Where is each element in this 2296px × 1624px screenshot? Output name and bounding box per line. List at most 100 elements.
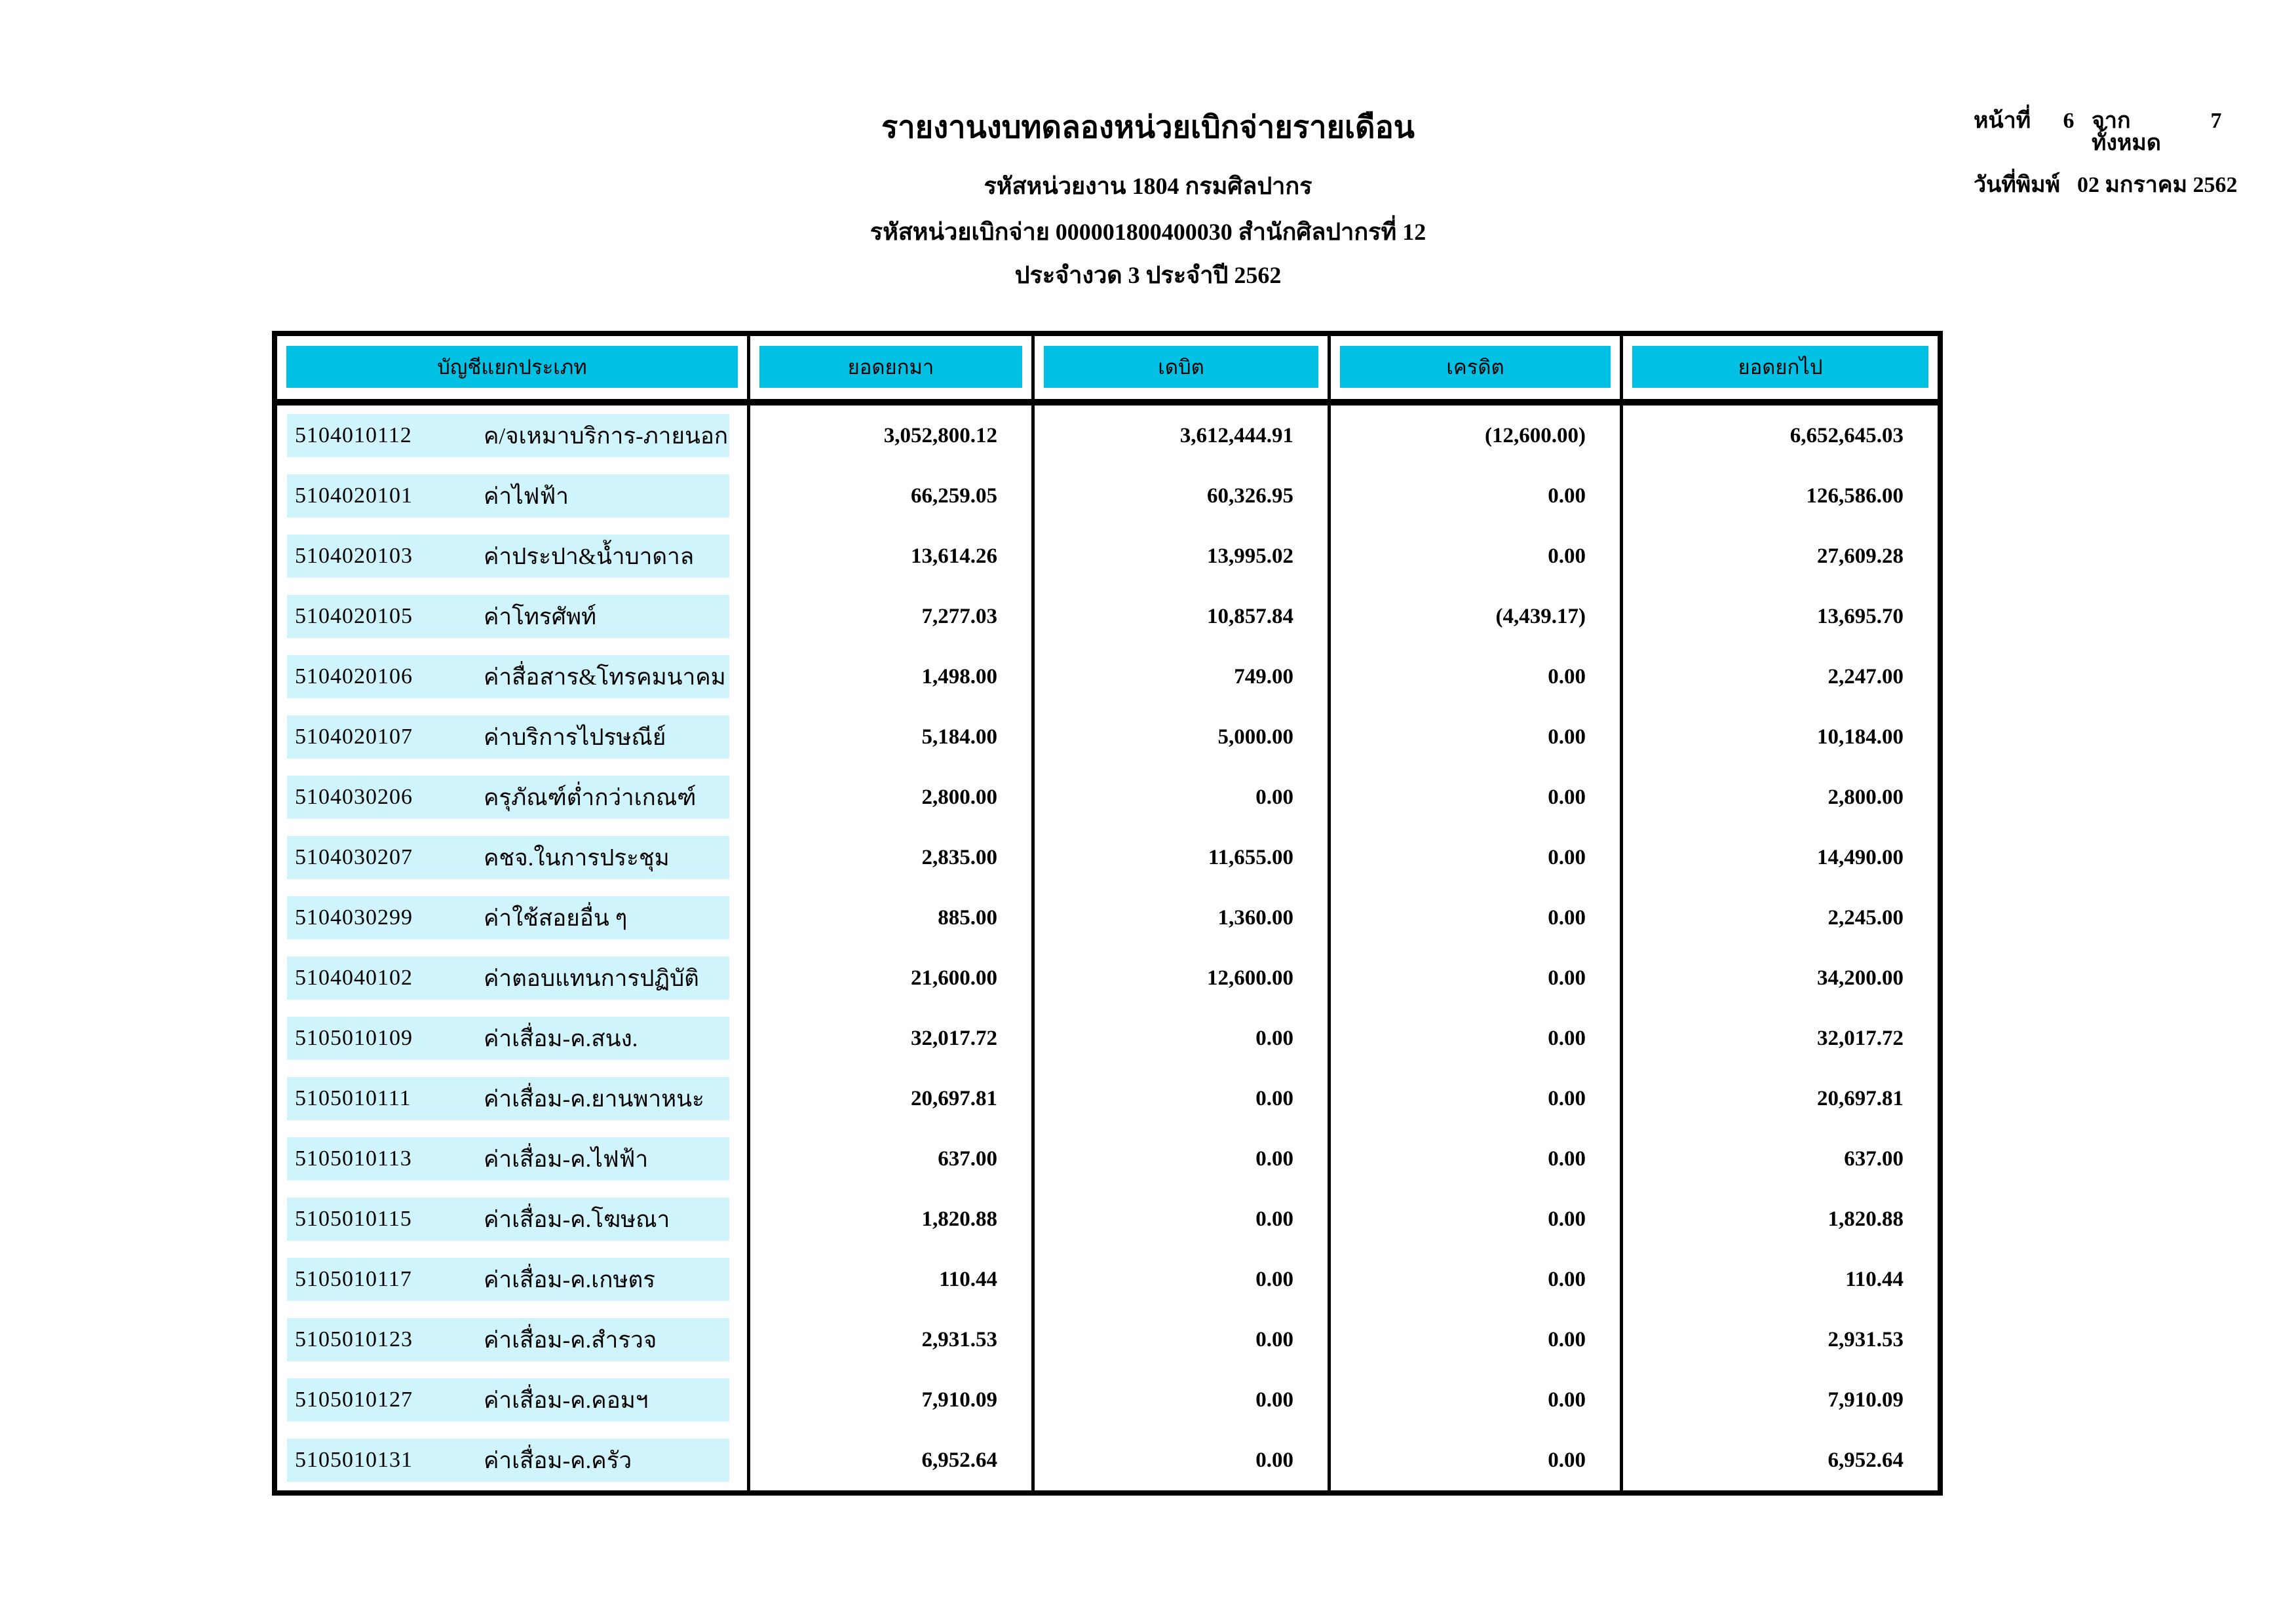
brought-forward-amount: 1,498.00 [747,647,1031,707]
carried-forward-amount: 34,200.00 [1620,948,1938,1008]
header-cell-debit: เดบิต [1031,336,1328,399]
carried-forward-amount: 32,017.72 [1620,1008,1938,1068]
table-row: 5105010117 ค่าเสื่อม-ค.เกษตร 110.44 0.00… [277,1249,1938,1310]
account-code: 5105010113 [295,1146,412,1171]
trial-balance-table: บัญชีแยกประเภท ยอดยกมา เดบิต เครดิต ยอดย… [272,331,1943,1496]
period-line: ประจำงวด 3 ประจำปี 2562 [1014,262,1282,288]
credit-amount: 0.00 [1328,1189,1620,1249]
table-row: 5105010127 ค่าเสื่อม-ค.คอมฯ 7,910.09 0.0… [277,1370,1938,1430]
credit-amount: 0.00 [1328,707,1620,767]
account-cell: 5104030299 ค่าใช้สอยอื่น ๆ [277,888,747,948]
brought-forward-amount: 7,277.03 [747,586,1031,647]
table-row: 5104030299 ค่าใช้สอยอื่น ๆ 885.00 1,360.… [277,888,1938,948]
carried-forward-amount: 2,931.53 [1620,1310,1938,1370]
account-cell: 5104020101 ค่าไฟฟ้า [277,466,747,526]
table-row: 5104010112 ค/จเหมาบริการ-ภายนอก 3,052,80… [277,406,1938,466]
debit-amount: 0.00 [1031,1189,1328,1249]
brought-forward-amount: 2,800.00 [747,767,1031,827]
table-row: 5104020103 ค่าประปา&น้ำบาดาล 13,614.26 1… [277,526,1938,586]
account-cell: 5104020103 ค่าประปา&น้ำบาดาล [277,526,747,586]
account-name: ค่าโทรศัพท์ [484,603,597,630]
account-cell: 5104030206 ครุภัณฑ์ต่ำกว่าเกณฑ์ [277,767,747,827]
account-highlight-bar: 5104020106 ค่าสื่อสาร&โทรคมนาคม [287,655,729,698]
account-highlight-bar: 5104010112 ค/จเหมาบริการ-ภายนอก [287,414,729,457]
carried-forward-amount: 13,695.70 [1620,586,1938,647]
table-row: 5104030206 ครุภัณฑ์ต่ำกว่าเกณฑ์ 2,800.00… [277,767,1938,827]
brought-forward-amount: 6,952.64 [747,1430,1031,1490]
brought-forward-amount: 13,614.26 [747,526,1031,586]
account-code: 5104030207 [295,845,413,869]
credit-amount: 0.00 [1328,1068,1620,1129]
table-row: 5105010109 ค่าเสื่อม-ค.สนง. 32,017.72 0.… [277,1008,1938,1068]
account-cell: 5104030207 คชจ.ในการประชุม [277,827,747,888]
account-name: ค่าเสื่อม-ค.สำรวจ [484,1327,657,1353]
account-code: 5104020101 [295,483,413,508]
credit-amount: 0.00 [1328,1008,1620,1068]
brought-forward-amount: 32,017.72 [747,1008,1031,1068]
table-row: 5104020105 ค่าโทรศัพท์ 7,277.03 10,857.8… [277,586,1938,647]
account-name: ค่าเสื่อม-ค.โฆษณา [484,1206,670,1232]
account-cell: 5105010109 ค่าเสื่อม-ค.สนง. [277,1008,747,1068]
account-code: 5104020106 [295,664,413,689]
account-highlight-bar: 5104020105 ค่าโทรศัพท์ [287,595,729,638]
account-name: ค่าเสื่อม-ค.สนง. [484,1025,638,1051]
account-cell: 5105010111 ค่าเสื่อม-ค.ยานพาหนะ [277,1068,747,1129]
credit-amount: 0.00 [1328,647,1620,707]
header-cell-account: บัญชีแยกประเภท [277,336,747,399]
account-name: ค่าเสื่อม-ค.ครัว [484,1447,632,1473]
agency-code-line: รหัสหน่วยงาน 1804 กรมศิลปากร [984,173,1312,199]
brought-forward-amount: 885.00 [747,888,1031,948]
header-cell-credit: เครดิต [1328,336,1620,399]
account-highlight-bar: 5105010127 ค่าเสื่อม-ค.คอมฯ [287,1378,729,1422]
brought-forward-amount: 5,184.00 [747,707,1031,767]
debit-amount: 13,995.02 [1031,526,1328,586]
account-name: ค่าเสื่อม-ค.เกษตร [484,1266,656,1293]
carried-forward-amount: 2,800.00 [1620,767,1938,827]
carried-forward-amount: 2,247.00 [1620,647,1938,707]
debit-amount: 0.00 [1031,1310,1328,1370]
account-highlight-bar: 5104040102 ค่าตอบแทนการปฏิบัติ [287,956,729,1000]
debit-amount: 3,612,444.91 [1031,406,1328,466]
credit-amount: 0.00 [1328,1129,1620,1189]
credit-amount: 0.00 [1328,466,1620,526]
credit-amount: (12,600.00) [1328,406,1620,466]
brought-forward-amount: 2,835.00 [747,827,1031,888]
debit-amount: 0.00 [1031,1008,1328,1068]
account-highlight-bar: 5105010111 ค่าเสื่อม-ค.ยานพาหนะ [287,1077,729,1120]
debit-amount: 5,000.00 [1031,707,1328,767]
table-row: 5105010131 ค่าเสื่อม-ค.ครัว 6,952.64 0.0… [277,1430,1938,1490]
account-code: 5105010111 [295,1086,411,1110]
table-row: 5104030207 คชจ.ในการประชุม 2,835.00 11,6… [277,827,1938,888]
column-header-brought-forward: ยอดยกมา [759,346,1022,388]
account-highlight-bar: 5105010117 ค่าเสื่อม-ค.เกษตร [287,1258,729,1301]
account-cell: 5104010112 ค/จเหมาบริการ-ภายนอก [277,406,747,466]
account-highlight-bar: 5104020103 ค่าประปา&น้ำบาดาล [287,535,729,578]
account-highlight-bar: 5104030207 คชจ.ในการประชุม [287,836,729,879]
credit-amount: 0.00 [1328,767,1620,827]
credit-amount: 0.00 [1328,1310,1620,1370]
account-name: ค่าเสื่อม-ค.ไฟฟ้า [484,1146,649,1172]
account-cell: 5104020106 ค่าสื่อสาร&โทรคมนาคม [277,647,747,707]
debit-amount: 0.00 [1031,1068,1328,1129]
carried-forward-amount: 110.44 [1620,1249,1938,1310]
credit-amount: (4,439.17) [1328,586,1620,647]
carried-forward-amount: 1,820.88 [1620,1189,1938,1249]
account-cell: 5105010123 ค่าเสื่อม-ค.สำรวจ [277,1310,747,1370]
total-pages-label: จากทั้งหมด [2092,109,2161,155]
account-highlight-bar: 5105010123 ค่าเสื่อม-ค.สำรวจ [287,1318,729,1361]
carried-forward-amount: 126,586.00 [1620,466,1938,526]
table-row: 5104040102 ค่าตอบแทนการปฏิบัติ 21,600.00… [277,948,1938,1008]
account-highlight-bar: 5104030299 ค่าใช้สอยอื่น ๆ [287,896,729,939]
carried-forward-amount: 20,697.81 [1620,1068,1938,1129]
table-row: 5104020106 ค่าสื่อสาร&โทรคมนาคม 1,498.00… [277,647,1938,707]
account-code: 5105010117 [295,1267,412,1291]
credit-amount: 0.00 [1328,1249,1620,1310]
brought-forward-amount: 2,931.53 [747,1310,1031,1370]
debit-amount: 60,326.95 [1031,466,1328,526]
account-name: ค่าใช้สอยอื่น ๆ [484,905,628,931]
account-name: ค่าไฟฟ้า [484,483,569,509]
brought-forward-amount: 20,697.81 [747,1068,1031,1129]
account-code: 5104020107 [295,725,413,749]
debit-amount: 12,600.00 [1031,948,1328,1008]
account-cell: 5105010131 ค่าเสื่อม-ค.ครัว [277,1430,747,1490]
